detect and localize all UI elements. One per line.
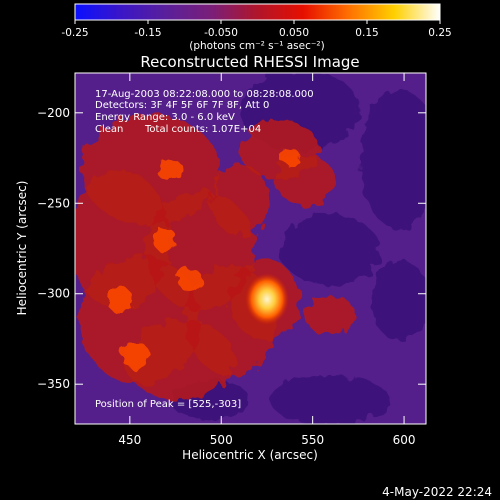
x-tick-label: 450: [118, 433, 141, 447]
y-tick-label: −300: [37, 287, 70, 301]
dark-patch: [280, 215, 380, 285]
emission-blob: [153, 228, 177, 252]
x-axis-ticks: 450 500 550 600: [118, 73, 416, 447]
emission-blob: [280, 148, 300, 166]
rhessi-image: [75, 73, 426, 424]
energy-range: Energy Range: 3.0 - 6.0 keV: [95, 112, 235, 123]
dark-patch: [360, 90, 426, 230]
y-tick-label: −350: [37, 377, 70, 391]
colorbar-tick-label: 0.15: [355, 27, 378, 39]
colorbar-tick-label: -0.25: [61, 27, 88, 39]
emission-blob: [210, 165, 270, 235]
emission-blob: [178, 268, 202, 292]
colorbar-tick-label: -0.050: [204, 27, 238, 39]
plot-frame: [74, 72, 427, 425]
colorbar-tick-label: -0.15: [134, 27, 161, 39]
colorbar-units-label: (photons cm⁻² s⁻¹ asec⁻²): [189, 40, 324, 52]
dark-patch: [370, 260, 426, 340]
algorithm: Clean: [95, 124, 123, 135]
y-axis-label: Heliocentric Y (arcsec): [15, 181, 29, 316]
emission-blob: [125, 320, 235, 400]
y-tick-label: −200: [37, 106, 70, 120]
time-range: 17-Aug-2003 08:22:08.000 to 08:28:08.000: [95, 89, 314, 100]
colorbar-gradient: [74, 3, 441, 21]
emission-blob: [305, 295, 355, 335]
total-counts: Total counts: 1.07E+04: [144, 124, 261, 135]
x-axis-label: Heliocentric X (arcsec): [182, 448, 318, 462]
emission-blob: [156, 160, 184, 180]
emission-region: [75, 115, 355, 400]
peak-source: [244, 273, 289, 326]
colorbar-ticks: -0.25 -0.15 -0.050 0.050 0.15 0.25: [61, 20, 452, 39]
emission-blob: [108, 286, 132, 314]
plot-title: Reconstructed RHESSI Image: [140, 53, 359, 71]
x-tick-label: 600: [393, 433, 416, 447]
info-annotations: 17-Aug-2003 08:22:08.000 to 08:28:08.000…: [95, 89, 314, 410]
dark-patch: [270, 375, 390, 424]
detectors: Detectors: 3F 4F 5F 6F 7F 8F, Att 0: [95, 100, 269, 111]
colorbar-tick-label: 0.050: [279, 27, 309, 39]
colorbar: -0.25 -0.15 -0.050 0.050 0.15 0.25 (photons c…: [61, 3, 452, 52]
emission-blob: [121, 341, 149, 369]
y-tick-label: −250: [37, 196, 70, 210]
peak-position: Position of Peak = [525,-303]: [95, 399, 241, 410]
x-tick-label: 500: [210, 433, 233, 447]
emission-blob: [275, 155, 335, 205]
y-axis-ticks: −200 −250 −300 −350: [37, 106, 426, 391]
colorbar-tick-label: 0.25: [428, 27, 451, 39]
x-tick-label: 550: [301, 433, 324, 447]
footer-date: 4-May-2022 22:24: [382, 485, 492, 499]
